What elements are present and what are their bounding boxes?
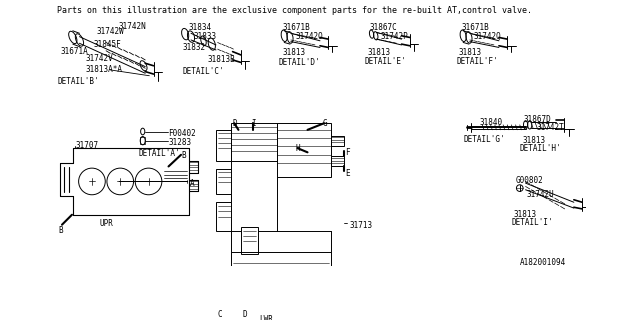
- Text: 31813: 31813: [367, 48, 390, 57]
- Bar: [216, 202, 231, 231]
- Text: C: C: [218, 310, 222, 319]
- Text: 31283: 31283: [168, 138, 191, 147]
- Text: 31742U: 31742U: [527, 190, 554, 199]
- Text: 31832: 31832: [182, 43, 206, 52]
- Text: 31813: 31813: [514, 210, 537, 219]
- Text: 31671B: 31671B: [461, 23, 489, 32]
- Text: 31834: 31834: [189, 23, 212, 32]
- Text: LWR: LWR: [259, 315, 273, 320]
- Bar: [231, 123, 276, 161]
- Text: F00402: F00402: [168, 129, 196, 138]
- Text: 31813: 31813: [522, 136, 545, 145]
- Text: 31742Q: 31742Q: [474, 32, 502, 41]
- Bar: [140, 137, 145, 144]
- Text: I: I: [251, 119, 255, 128]
- Text: 31713: 31713: [349, 221, 372, 230]
- Bar: [276, 123, 331, 177]
- Text: 31742W: 31742W: [97, 27, 125, 36]
- Text: 31813: 31813: [459, 48, 482, 57]
- Bar: [216, 169, 231, 194]
- Text: 31813B: 31813B: [207, 55, 236, 64]
- Text: DETAIL'D': DETAIL'D': [278, 58, 320, 67]
- Text: 31813A*A: 31813A*A: [85, 65, 122, 74]
- Bar: [231, 252, 331, 306]
- Text: 31707: 31707: [76, 141, 99, 150]
- Text: B: B: [59, 226, 63, 236]
- Text: H: H: [295, 144, 300, 153]
- Text: 31742T: 31742T: [536, 123, 564, 132]
- Text: 31813: 31813: [282, 48, 306, 57]
- Text: 31867D: 31867D: [524, 115, 552, 124]
- Bar: [216, 130, 231, 162]
- Text: DETAIL'B': DETAIL'B': [58, 76, 99, 85]
- Text: D: D: [243, 310, 247, 319]
- Text: DETAIL'A': DETAIL'A': [138, 149, 180, 158]
- Text: 31671A: 31671A: [60, 47, 88, 56]
- Text: UPR: UPR: [99, 219, 113, 228]
- Text: 31742P: 31742P: [381, 32, 408, 41]
- Text: DETAIL'I': DETAIL'I': [511, 218, 553, 227]
- Text: DETAIL'C': DETAIL'C': [182, 67, 224, 76]
- Text: 31671B: 31671B: [282, 23, 310, 32]
- Text: D: D: [232, 119, 237, 128]
- Text: A: A: [190, 179, 195, 188]
- Text: E: E: [345, 169, 349, 178]
- Bar: [331, 156, 344, 166]
- Text: 31867C: 31867C: [370, 23, 397, 32]
- Bar: [241, 227, 257, 254]
- Text: 31840: 31840: [480, 118, 503, 127]
- Text: B: B: [182, 151, 186, 161]
- Text: 31742O: 31742O: [295, 32, 323, 41]
- Text: DETAIL'H': DETAIL'H': [520, 144, 561, 153]
- Text: 31845F: 31845F: [93, 40, 122, 49]
- Text: F: F: [345, 148, 349, 157]
- Text: 31742N: 31742N: [118, 22, 147, 31]
- Text: DETAIL'G': DETAIL'G': [464, 135, 506, 144]
- Text: 31833: 31833: [193, 32, 216, 41]
- Text: 31742V: 31742V: [85, 54, 113, 63]
- Text: DETAIL'E': DETAIL'E': [365, 57, 406, 66]
- Text: G: G: [323, 119, 327, 128]
- Text: A182001094: A182001094: [520, 258, 566, 267]
- Bar: [331, 136, 344, 146]
- Text: Parts on this illustration are the exclusive component parts for the re-built AT: Parts on this illustration are the exclu…: [57, 6, 532, 15]
- Text: G00802: G00802: [516, 176, 543, 186]
- Text: DETAIL'F': DETAIL'F': [456, 57, 498, 66]
